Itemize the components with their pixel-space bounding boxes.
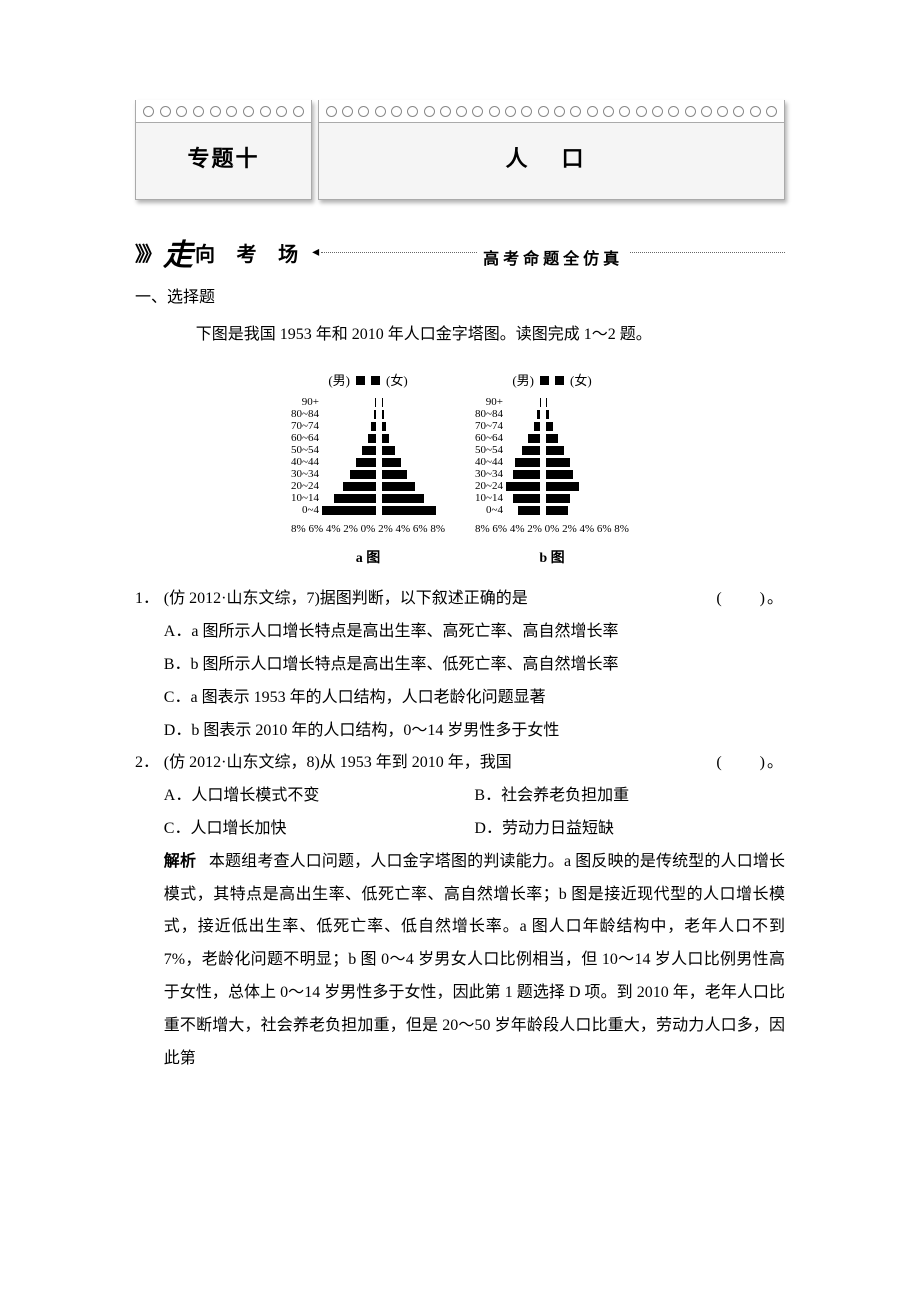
q1-option-d-text: b 图表示 2010 年的人口结构，0～14 岁男性多于女性 (191, 722, 559, 739)
q2-stem: (仿 2012·山东文综，8)从 1953 年到 2010 年，我国 (164, 747, 512, 780)
legend-female: (女) (386, 368, 408, 395)
heading-dotted-line: 高考命题全仿真 (321, 252, 785, 253)
question-number: 2． (135, 747, 164, 1075)
q2-option-a-text: 人口增长模式不变 (191, 787, 319, 804)
pyramid-a: (男) (女) 90+80~8470~7460~6450~5440~4430~342… (291, 368, 445, 574)
pyramid-b: (男) (女) 90+80~8470~7460~6450~5440~4430~342… (475, 368, 629, 574)
q1-option-a: A．a 图所示人口增长特点是高出生率、高死亡率、高自然增长率 (164, 616, 785, 649)
question-number: 1． (135, 583, 164, 747)
legend-male: (男) (328, 368, 350, 395)
topic-title: 人 口 (319, 123, 784, 199)
section-heading: 》》 走 向 考 场 ◂ 高考命题全仿真 (135, 230, 785, 274)
binding-left (136, 100, 311, 123)
arrow-left-icon: ◂ (312, 244, 319, 261)
q1-option-d: D．b 图表示 2010 年的人口结构，0～14 岁男性多于女性 (164, 715, 785, 748)
legend-male: (男) (512, 368, 534, 395)
heading-rest: 向 考 场 (195, 238, 306, 267)
legend-female: (女) (570, 368, 592, 395)
topic-number-tab: 专题十 (135, 100, 312, 200)
section-1-title: 一、选择题 (135, 282, 785, 315)
q2-option-b-text: 社会养老负担加重 (501, 787, 629, 804)
q1-option-c: C．a 图表示 1953 年的人口结构，人口老龄化问题显著 (164, 682, 785, 715)
chevrons-icon: 》》 (135, 238, 159, 267)
legend-square-icon (540, 376, 549, 385)
legend-square-icon (555, 376, 564, 385)
pyramid-caption: a 图 (291, 545, 445, 574)
age-labels: 90+80~8470~7460~6450~5440~4430~3420~2410… (475, 396, 506, 516)
q2-blank: ( )。 (716, 747, 785, 780)
female-bars (382, 396, 436, 516)
binding-right (319, 100, 784, 123)
heading-subtitle: 高考命题全仿真 (477, 245, 629, 269)
q2-option-d: D．劳动力日益短缺 (474, 813, 785, 846)
x-axis: 8% 6% 4% 2% 0% 2% 4% 6% 8% (291, 518, 445, 541)
intro-paragraph: 下图是我国 1953 年和 2010 年人口金字塔图。读图完成 1～2 题。 (135, 319, 785, 352)
explain-text: 本题组考查人口问题，人口金字塔图的判读能力。a 图反映的是传统型的人口增长模式，… (164, 853, 785, 1067)
question-2: 2． (仿 2012·山东文综，8)从 1953 年到 2010 年，我国 ( … (135, 747, 785, 1075)
q1-stem: (仿 2012·山东文综，7)据图判断，以下叙述正确的是 (164, 583, 528, 616)
q2-options-row1: A．人口增长模式不变 B．社会养老负担加重 (164, 780, 785, 813)
explain-label: 解析 (164, 853, 196, 870)
q1-option-a-text: a 图所示人口增长特点是高出生率、高死亡率、高自然增长率 (191, 623, 618, 640)
heading-lead-char: 走 (163, 230, 193, 274)
question-1: 1． (仿 2012·山东文综，7)据图判断，以下叙述正确的是 ( )。 A．a… (135, 583, 785, 747)
male-bars (506, 396, 541, 516)
explanation: 解析本题组考查人口问题，人口金字塔图的判读能力。a 图反映的是传统型的人口增长模… (164, 846, 785, 1076)
q2-option-c: C．人口增长加快 (164, 813, 475, 846)
topic-title-tab: 人 口 (318, 100, 785, 200)
q2-options-row2: C．人口增长加快 D．劳动力日益短缺 (164, 813, 785, 846)
q2-option-d-text: 劳动力日益短缺 (502, 820, 614, 837)
q2-option-a: A．人口增长模式不变 (164, 780, 475, 813)
q1-blank: ( )。 (716, 583, 785, 616)
pyramid-caption: b 图 (475, 545, 629, 574)
legend-square-icon (371, 376, 380, 385)
q2-option-c-text: 人口增长加快 (190, 820, 286, 837)
q2-option-b: B．社会养老负担加重 (474, 780, 785, 813)
female-bars (546, 396, 579, 516)
pyramid-charts: (男) (女) 90+80~8470~7460~6450~5440~4430~342… (135, 368, 785, 574)
age-labels: 90+80~8470~7460~6450~5440~4430~3420~2410… (291, 396, 322, 516)
topic-header: 专题十 人 口 (135, 100, 785, 200)
q1-option-b: B．b 图所示人口增长特点是高出生率、低死亡率、高自然增长率 (164, 649, 785, 682)
q1-option-b-text: b 图所示人口增长特点是高出生率、低死亡率、高自然增长率 (190, 656, 618, 673)
x-axis: 8% 6% 4% 2% 0% 2% 4% 6% 8% (475, 518, 629, 541)
topic-number: 专题十 (136, 123, 311, 199)
male-bars (322, 396, 376, 516)
q1-option-c-text: a 图表示 1953 年的人口结构，人口老龄化问题显著 (190, 689, 545, 706)
legend-square-icon (356, 376, 365, 385)
